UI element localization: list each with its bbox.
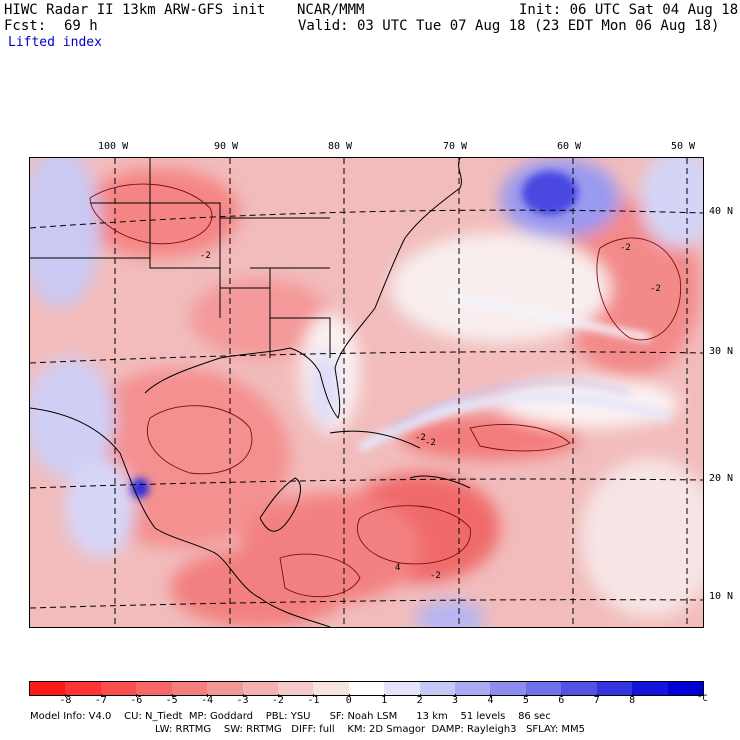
colorbar-tick-label: 1 — [381, 695, 388, 706]
colorbar-tick-label: 0 — [345, 695, 352, 706]
colorbar-cell — [384, 682, 420, 695]
init-time: Init: 06 UTC Sat 04 Aug 18 — [519, 2, 739, 18]
field-detail — [131, 171, 672, 498]
li-contours — [89, 183, 682, 598]
colorbar-tick-label: -2 — [271, 695, 284, 706]
colorbar-tick-mark — [632, 694, 634, 697]
colorbar-tick-mark — [65, 694, 67, 697]
colorbar-tick-mark — [277, 694, 279, 697]
colorbar-cell — [561, 682, 597, 695]
coastlines — [30, 158, 471, 627]
colorbar-cell — [455, 682, 491, 695]
colorbar-tick-label: 8 — [629, 695, 636, 706]
colorbar-tick-mark — [525, 694, 527, 697]
field-shading — [30, 158, 703, 627]
colorbar-cell — [171, 682, 208, 695]
colorbar-cell — [277, 682, 314, 695]
graticule — [30, 158, 703, 627]
colorbar-cell — [419, 682, 456, 695]
lon-label-100w: 100 W — [98, 141, 129, 152]
colorbar-tick-label: 2 — [416, 695, 423, 706]
lat-label-40n: 40 N — [709, 206, 734, 217]
colorbar-tick-label: 6 — [558, 695, 565, 706]
contour-label: 4 — [395, 563, 400, 573]
colorbar-tick-label: -1 — [307, 695, 320, 706]
map-panel: -2 -2 -2 -2 -2 -2 4 — [29, 157, 704, 628]
colorbar-tick-label: 5 — [522, 695, 529, 706]
colorbar-tick-label: 4 — [487, 695, 494, 706]
lifted-index-map: -2 -2 -2 -2 -2 -2 4 — [30, 158, 703, 627]
colorbar-tick-mark — [313, 694, 315, 697]
lat-label-10n: 10 N — [709, 591, 734, 602]
colorbar — [29, 681, 704, 696]
colorbar-cell — [30, 682, 66, 695]
colorbar-tick-mark — [171, 694, 173, 697]
colorbar-cell — [313, 682, 349, 695]
lon-label-60w: 60 W — [557, 141, 582, 152]
colorbar-tick-label: 3 — [452, 695, 459, 706]
colorbar-tick-mark — [419, 694, 421, 697]
colorbar-cell — [242, 682, 278, 695]
contour-label: -2 — [200, 251, 211, 261]
colorbar-tick-label: -8 — [59, 695, 72, 706]
lon-label-90w: 90 W — [214, 141, 239, 152]
contour-label: -2 — [430, 571, 441, 581]
forecast-label: Fcst: — [4, 18, 47, 34]
lat-label-30n: 30 N — [709, 346, 734, 357]
model-info-line2: LW: RRTMG SW: RRTMG DIFF: full KM: 2D Sm… — [155, 724, 585, 735]
colorbar-tick-mark — [455, 694, 457, 697]
contour-label: -2 — [620, 243, 631, 253]
colorbar-cell — [490, 682, 526, 695]
colorbar-cell — [136, 682, 172, 695]
lon-label-80w: 80 W — [328, 141, 353, 152]
colorbar-tick-mark — [384, 694, 386, 697]
contour-label: -2 — [650, 284, 661, 294]
colorbar-cell — [100, 682, 137, 695]
colorbar-tick-label: 7 — [593, 695, 600, 706]
colorbar-tick-mark — [136, 694, 138, 697]
product-title: HIWC Radar II 13km ARW-GFS init — [4, 2, 266, 18]
colorbar-tick-label: -5 — [165, 695, 178, 706]
colorbar-cell — [348, 682, 385, 695]
lat-label-20n: 20 N — [709, 473, 734, 484]
colorbar-cell — [596, 682, 633, 695]
organization: NCAR/MMM — [297, 2, 365, 18]
colorbar-cell — [632, 682, 668, 695]
colorbar-tick-mark — [561, 694, 563, 697]
colorbar-tick-label: -7 — [94, 695, 107, 706]
colorbar-tick-label: -6 — [130, 695, 143, 706]
colorbar-cell — [525, 682, 562, 695]
colorbar-cell — [65, 682, 101, 695]
colorbar-tick-label: -4 — [201, 695, 214, 706]
colorbar-tick-mark — [490, 694, 492, 697]
colorbar-tick-mark — [242, 694, 244, 697]
colorbar-tick-label: -3 — [236, 695, 249, 706]
lon-label-50w: 50 W — [671, 141, 696, 152]
colorbar-cell — [667, 682, 704, 695]
forecast-hour: 69 h — [64, 18, 98, 34]
colorbar-tick-mark — [207, 694, 209, 697]
colorbar-cell — [207, 682, 243, 695]
colorbar-tick-mark — [100, 694, 102, 697]
colorbar-unit: °C — [697, 694, 708, 704]
valid-time: Valid: 03 UTC Tue 07 Aug 18 (23 EDT Mon … — [298, 18, 720, 34]
model-info-line1: Model Info: V4.0 CU: N_Tiedt MP: Goddard… — [30, 711, 551, 722]
lon-label-70w: 70 W — [443, 141, 468, 152]
contour-label: -2 — [425, 438, 436, 448]
contour-label: -2 — [415, 433, 426, 443]
field-name: Lifted index — [8, 35, 102, 50]
colorbar-tick-mark — [596, 694, 598, 697]
colorbar-tick-mark — [348, 694, 350, 697]
contour-value-labels: -2 -2 -2 -2 -2 -2 4 — [200, 243, 661, 581]
